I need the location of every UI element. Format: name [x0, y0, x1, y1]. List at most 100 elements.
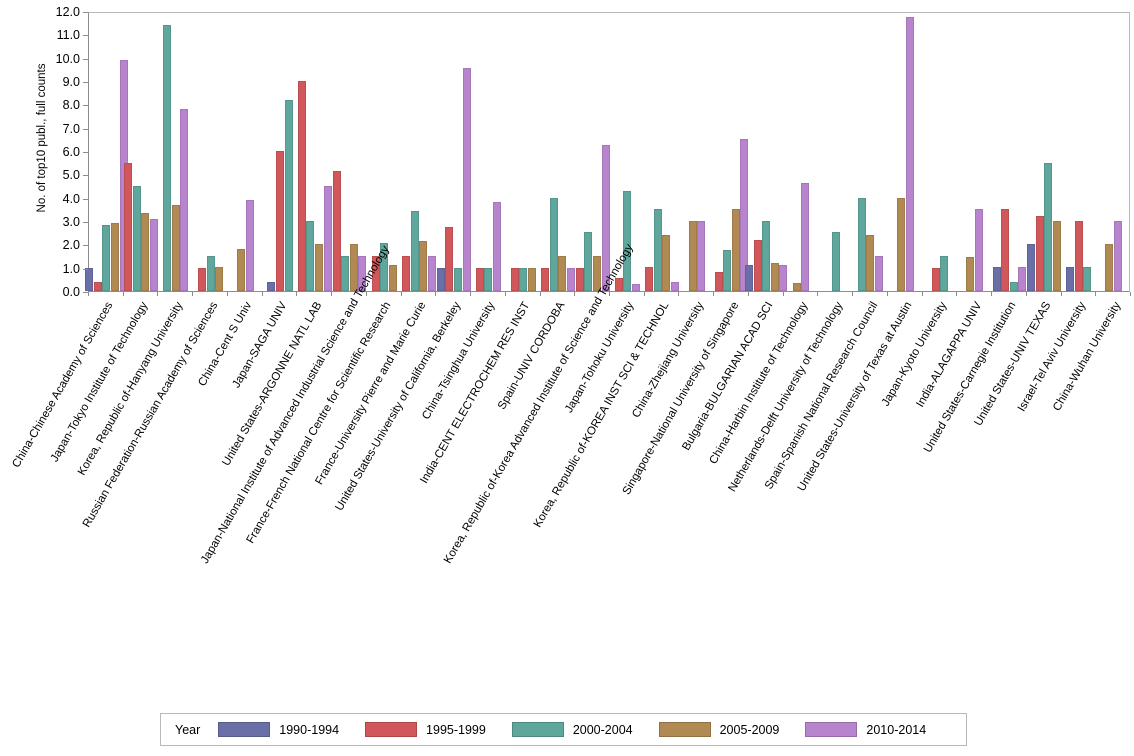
- y-axis-tick-mark: [83, 105, 88, 107]
- bar-group: [475, 13, 502, 291]
- x-axis-tick-mark: [157, 292, 159, 296]
- x-axis-tick-mark: [192, 292, 194, 296]
- bar: [410, 210, 419, 291]
- bar: [966, 257, 975, 291]
- bar: [163, 25, 172, 291]
- x-axis-tick-mark: [1060, 292, 1062, 296]
- bar: [866, 235, 875, 291]
- x-axis-tick-mark: [1095, 292, 1097, 296]
- bar: [237, 249, 245, 291]
- legend-color-swatch: [658, 722, 711, 737]
- bar: [215, 266, 224, 291]
- x-axis-tick-mark: [226, 292, 228, 296]
- y-axis-tick-mark: [83, 222, 88, 223]
- x-axis-tick-mark: [1025, 292, 1027, 296]
- legend-entry[interactable]: 1995-1999: [365, 722, 486, 737]
- x-axis-tick-mark: [400, 292, 402, 296]
- x-axis-tick-mark: [852, 292, 854, 296]
- bar: [714, 272, 723, 291]
- y-axis-tick-mark: [83, 12, 88, 13]
- bar-group: [792, 13, 810, 291]
- bar: [1035, 216, 1044, 291]
- bar: [558, 256, 567, 291]
- bar: [527, 267, 536, 291]
- y-axis-tick-label: 9.0: [62, 74, 80, 89]
- bar: [549, 197, 558, 291]
- bar-group: [1066, 13, 1092, 291]
- bar: [601, 145, 610, 291]
- bar: [132, 186, 141, 291]
- x-axis-tick-mark: [991, 292, 993, 296]
- bar: [206, 256, 215, 291]
- bar: [801, 182, 810, 291]
- legend-color-swatch: [218, 722, 271, 737]
- bar: [102, 224, 111, 291]
- bar-group: [614, 13, 640, 291]
- legend-label: 2010-2014: [866, 722, 927, 737]
- x-axis-tick-mark: [956, 292, 958, 296]
- bar: [875, 256, 884, 291]
- legend-color-swatch: [805, 722, 858, 737]
- y-axis-tick-label: 5.0: [62, 168, 80, 183]
- bar: [770, 263, 779, 291]
- x-axis-tick-mark: [643, 292, 645, 296]
- bar: [149, 218, 158, 291]
- y-axis-tick-mark: [83, 175, 88, 177]
- bar: [493, 202, 502, 291]
- bar: [284, 99, 293, 291]
- legend-label: 1990-1994: [279, 722, 340, 737]
- y-axis-tick-mark: [83, 292, 88, 293]
- legend: Year 1990-1994 1995-1999 2000-2004 2005-200…: [160, 713, 968, 746]
- bar: [427, 256, 436, 291]
- bar: [1113, 221, 1122, 291]
- bar: [762, 221, 771, 291]
- bar: [436, 267, 445, 291]
- bar-group: [402, 13, 436, 291]
- bar: [245, 200, 254, 291]
- bar: [510, 267, 519, 291]
- legend-label: 1995-1999: [426, 722, 486, 737]
- legend-color-swatch: [511, 722, 564, 737]
- bar: [453, 267, 462, 291]
- x-axis-tick-mark: [921, 292, 923, 296]
- bar: [992, 266, 1001, 291]
- bar: [1074, 221, 1083, 291]
- bar-group: [745, 13, 788, 291]
- bar-group: [645, 13, 679, 291]
- bar-group: [332, 13, 367, 291]
- bar: [697, 221, 706, 291]
- legend-label: 2000-2004: [572, 722, 633, 737]
- bar: [323, 186, 332, 291]
- legend-entries: 1990-1994 1995-1999 2000-2004 2005-2009 2010…: [218, 722, 952, 737]
- x-axis-tick-mark: [365, 292, 367, 296]
- bar: [940, 256, 949, 291]
- bar: [575, 267, 584, 291]
- bar: [740, 139, 749, 291]
- bar-group: [237, 13, 254, 291]
- bar-group: [966, 13, 983, 291]
- bar: [349, 244, 358, 291]
- x-axis-tick-mark: [574, 292, 576, 296]
- legend-entry[interactable]: 1990-1994: [218, 722, 339, 737]
- bar-group: [371, 13, 397, 291]
- bar: [462, 68, 471, 291]
- x-axis-tick-mark: [782, 292, 784, 296]
- legend-label: 2005-2009: [719, 722, 780, 737]
- legend-color-swatch: [365, 722, 418, 737]
- x-axis-tick-mark: [539, 292, 541, 296]
- bar: [1044, 162, 1053, 291]
- bar: [566, 267, 575, 291]
- x-axis-tick-mark: [1130, 292, 1131, 296]
- bar: [662, 235, 671, 291]
- bar-group: [575, 13, 610, 291]
- legend-entry[interactable]: 2000-2004: [511, 722, 633, 737]
- plot-area: [85, 12, 1130, 292]
- bar: [731, 209, 740, 291]
- bar: [341, 256, 350, 291]
- legend-entry[interactable]: 2005-2009: [658, 722, 780, 737]
- x-axis-tick-mark: [261, 292, 263, 296]
- bar-group: [197, 13, 224, 291]
- bar: [297, 81, 306, 291]
- legend-entry[interactable]: 2010-2014: [805, 722, 926, 737]
- bar: [931, 267, 940, 291]
